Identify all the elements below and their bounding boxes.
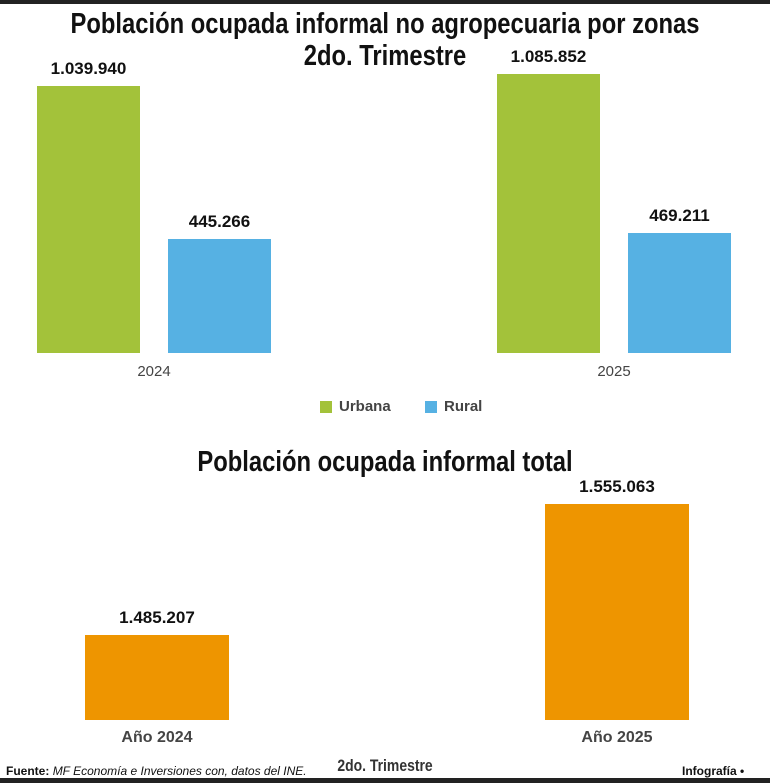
- data-label: 469.211: [649, 205, 710, 225]
- data-label: 1.555.063: [579, 477, 655, 497]
- bar-total-0: [85, 635, 229, 720]
- source-text: MF Economía e Inversiones con, datos del…: [52, 764, 307, 778]
- x-tick-label: 2025: [597, 363, 631, 380]
- legend-label: Urbana: [339, 398, 391, 415]
- legend-urbana: Urbana: [320, 398, 391, 415]
- chart2-title: Población ocupada informal total: [197, 446, 573, 478]
- data-label: 1.085.852: [510, 47, 587, 67]
- chart-title: Población ocupada informal no agropecuar…: [70, 8, 700, 40]
- source: Fuente: MF Economía e Inversiones con, d…: [6, 764, 307, 778]
- x-tick-label: Año 2025: [581, 729, 653, 746]
- credit-text: Infografía •: [682, 764, 745, 778]
- bar-rural-2025: [628, 232, 731, 353]
- chart-subtitle: 2do. Trimestre: [303, 40, 467, 72]
- source-label: Fuente:: [6, 764, 50, 778]
- bar-rural-2024: [168, 238, 271, 353]
- top-border: [0, 0, 770, 4]
- legend-label: Rural: [444, 398, 483, 415]
- legend-swatch: [320, 400, 332, 413]
- legend-rural: Rural: [425, 398, 482, 415]
- bar-urbana-2025: [497, 74, 600, 353]
- x-tick-label: 2024: [137, 363, 171, 380]
- data-label: 1.485.207: [119, 608, 195, 628]
- data-label: 1.039.940: [50, 59, 127, 78]
- legend-swatch: [425, 400, 437, 413]
- bottom-border: [0, 778, 770, 783]
- x-tick-label: Año 2024: [121, 729, 193, 746]
- bar-urbana-2024: [37, 86, 140, 353]
- bar-total-1: [545, 504, 689, 720]
- data-label: 445.266: [188, 211, 251, 231]
- chart2-xlabel: 2do. Trimestre: [337, 756, 433, 775]
